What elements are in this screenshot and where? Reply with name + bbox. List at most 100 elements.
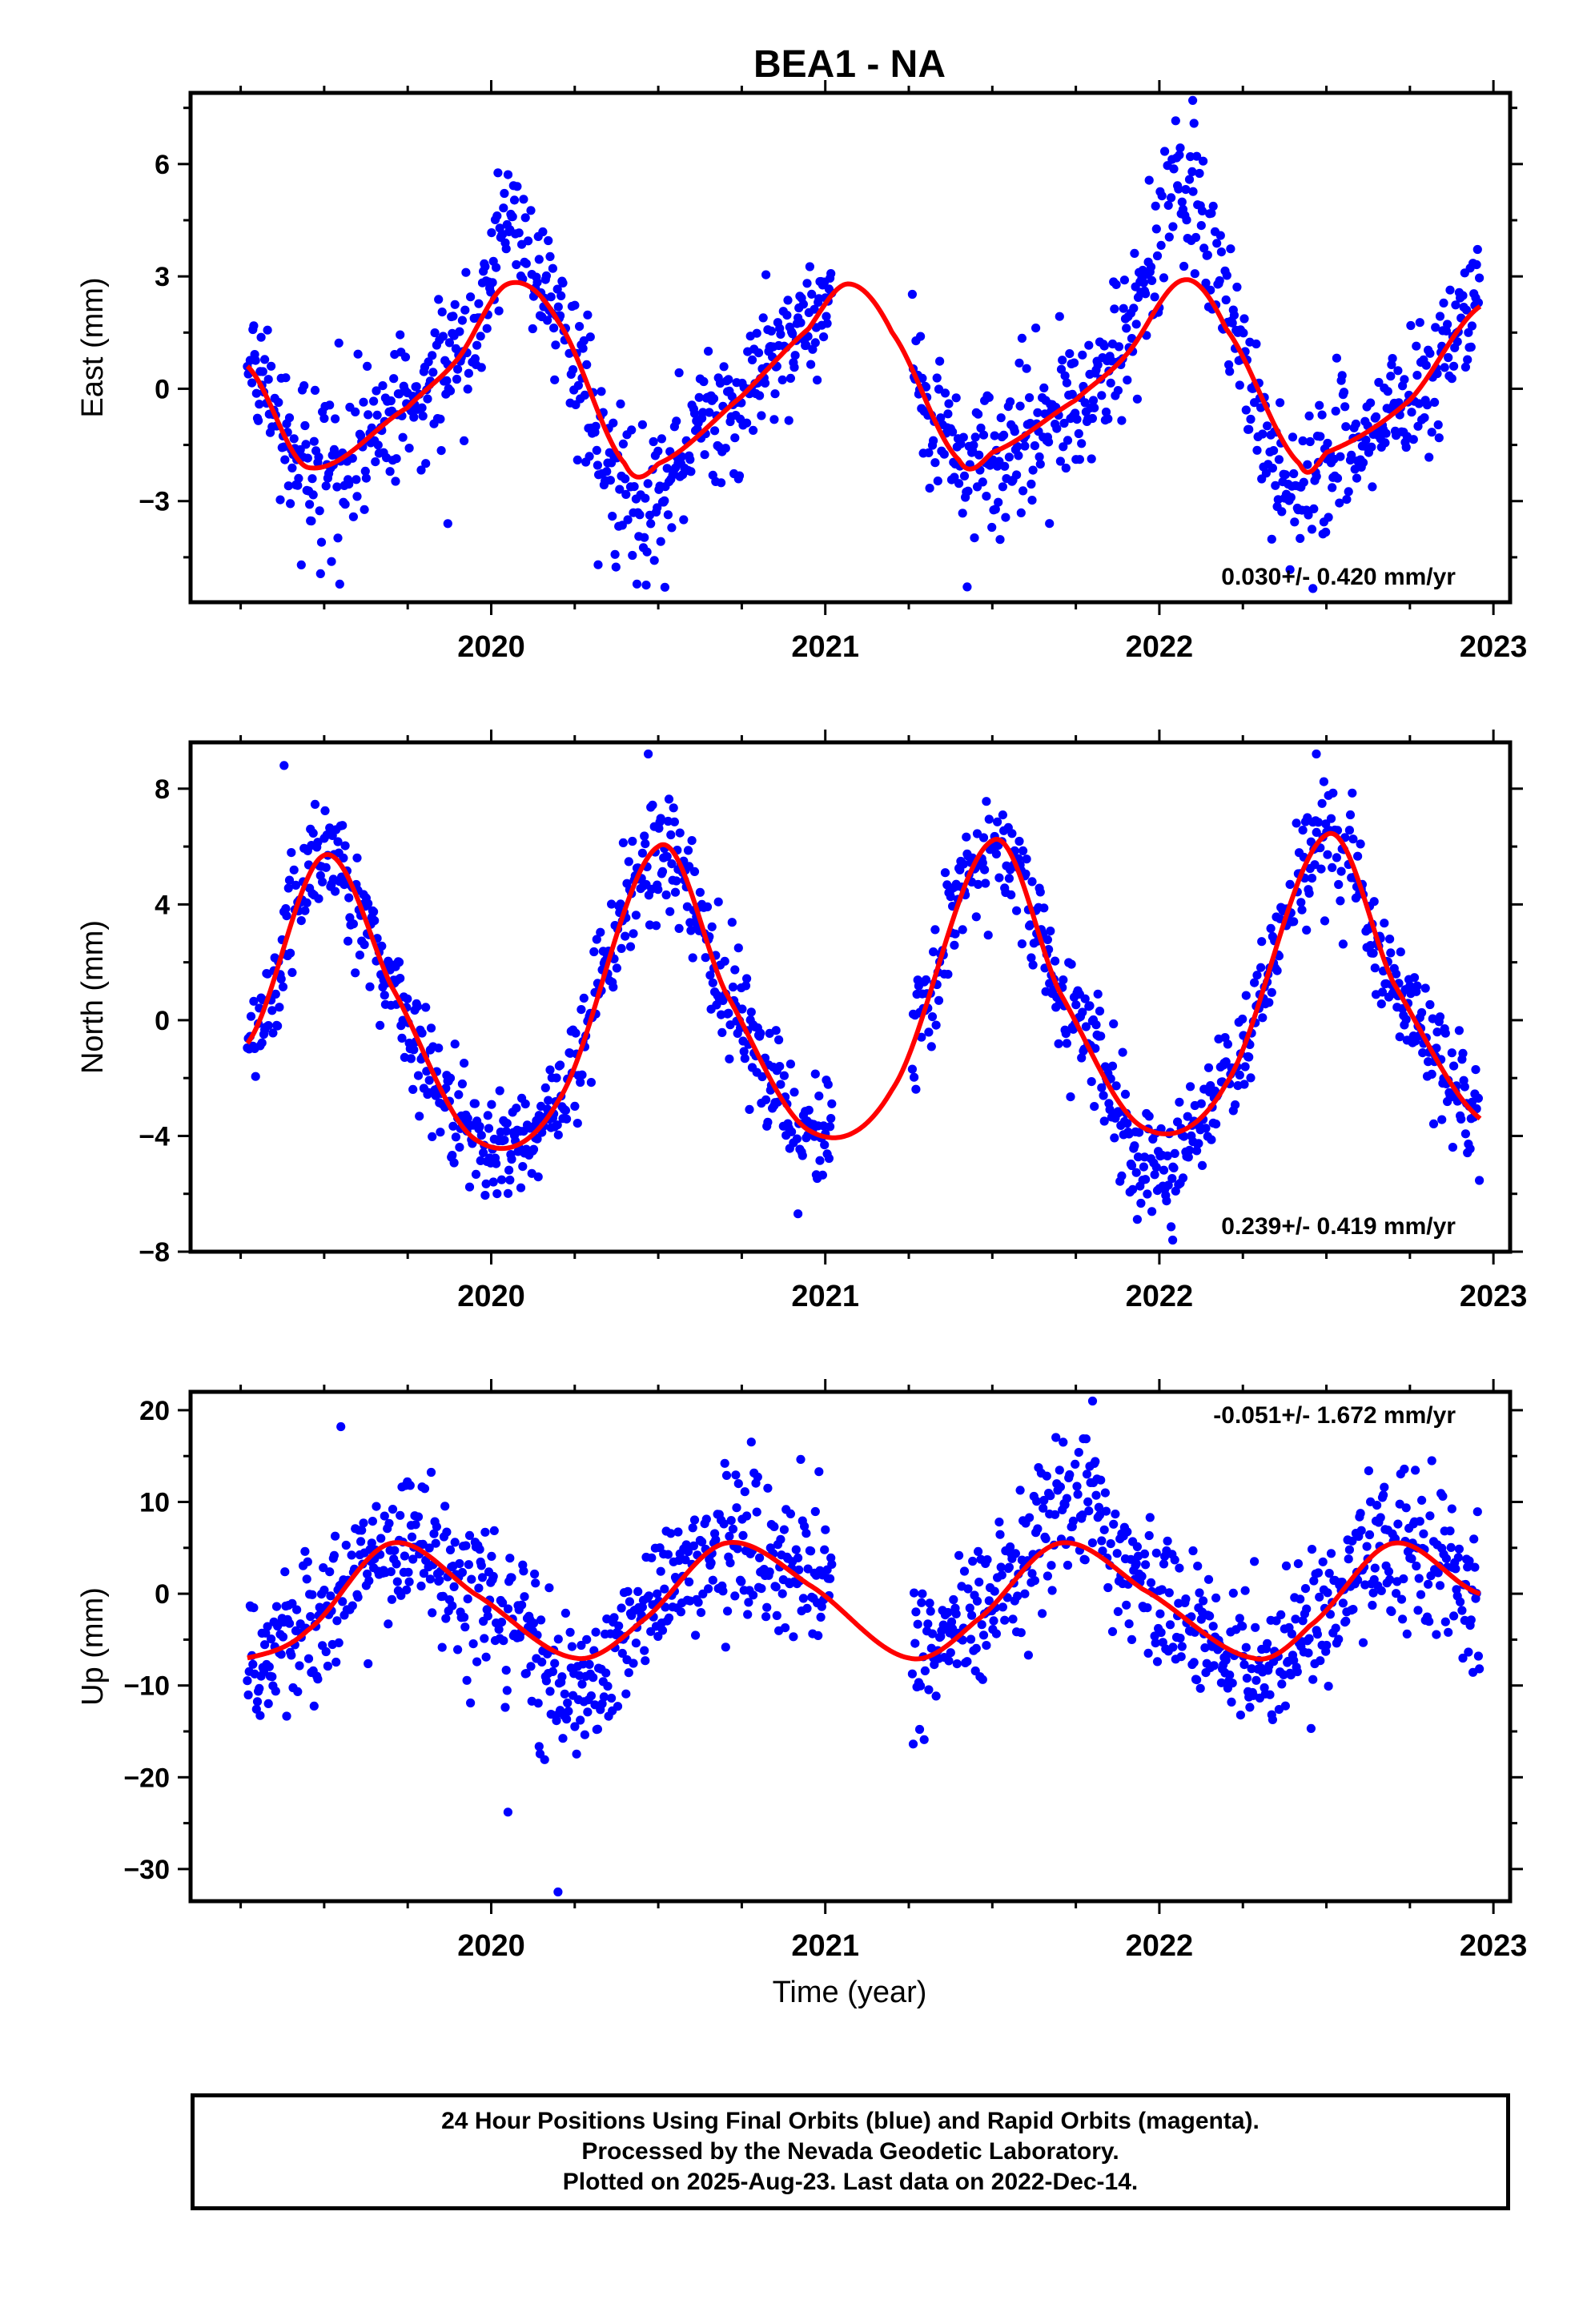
- data-point: [421, 459, 431, 468]
- data-point: [1412, 341, 1421, 351]
- data-point: [495, 1086, 504, 1096]
- data-point: [1264, 998, 1274, 1007]
- data-point: [1195, 168, 1204, 179]
- data-point: [1420, 413, 1429, 423]
- data-point: [943, 1607, 953, 1618]
- data-point: [263, 375, 273, 384]
- data-point: [1473, 1093, 1483, 1103]
- data-point: [907, 1064, 917, 1074]
- data-point: [1171, 116, 1180, 126]
- data-point: [724, 375, 733, 384]
- data-point: [1155, 1609, 1165, 1618]
- data-point: [993, 817, 1002, 826]
- data-point: [1052, 424, 1062, 433]
- data-point: [930, 458, 940, 468]
- data-point: [496, 1618, 507, 1627]
- data-point: [623, 515, 633, 525]
- data-point: [1372, 1501, 1382, 1510]
- north-ylabel: North (mm): [76, 920, 110, 1074]
- data-point: [508, 212, 517, 222]
- data-point: [1177, 1642, 1187, 1651]
- data-point: [512, 182, 522, 191]
- data-point: [1395, 1032, 1404, 1042]
- data-point: [1452, 337, 1462, 347]
- data-point: [1157, 1585, 1167, 1594]
- data-point: [1472, 1507, 1482, 1517]
- data-point: [428, 368, 438, 377]
- data-point: [1221, 1057, 1231, 1067]
- data-point: [352, 492, 362, 501]
- data-point: [461, 267, 471, 277]
- data-point: [302, 1574, 311, 1584]
- data-point: [974, 1546, 983, 1556]
- data-point: [962, 582, 972, 592]
- data-point: [580, 390, 590, 400]
- data-point: [1143, 1648, 1153, 1658]
- data-point: [958, 432, 968, 442]
- data-point: [1224, 360, 1234, 370]
- data-point: [1207, 208, 1216, 218]
- data-point: [417, 1028, 427, 1038]
- data-point: [1156, 1627, 1166, 1638]
- data-point: [737, 1577, 746, 1586]
- data-point: [1023, 1651, 1033, 1660]
- data-point: [475, 1545, 484, 1554]
- data-point: [585, 332, 595, 342]
- data-point: [1297, 905, 1307, 915]
- data-point: [978, 1675, 987, 1684]
- data-point: [718, 1586, 728, 1596]
- data-point: [1463, 355, 1472, 364]
- data-point: [1435, 1581, 1445, 1590]
- data-point: [707, 922, 717, 931]
- data-point: [644, 1591, 654, 1601]
- data-point: [617, 521, 627, 530]
- data-point: [492, 1159, 501, 1168]
- data-point: [1113, 1606, 1123, 1616]
- data-point: [1376, 999, 1386, 1009]
- data-point: [553, 1130, 563, 1140]
- data-point: [657, 434, 667, 444]
- data-point: [689, 1541, 699, 1550]
- data-point: [804, 1105, 814, 1115]
- data-point: [392, 454, 401, 464]
- data-point: [646, 519, 656, 529]
- footer-line-1: 24 Hour Positions Using Final Orbits (bl…: [441, 2108, 1260, 2134]
- data-point: [689, 1515, 700, 1525]
- data-point: [725, 1054, 734, 1063]
- data-point: [1027, 479, 1036, 489]
- y-tick-label: 4: [155, 890, 170, 920]
- data-point: [267, 1634, 276, 1644]
- data-point: [1055, 1482, 1065, 1492]
- data-point: [403, 994, 412, 1003]
- data-point: [396, 1510, 405, 1520]
- data-point: [396, 974, 405, 983]
- data-point: [637, 613, 646, 622]
- data-point: [1464, 1647, 1473, 1657]
- data-point: [1353, 851, 1363, 861]
- data-point: [1078, 350, 1087, 360]
- data-point: [428, 1608, 437, 1618]
- data-point: [1268, 1715, 1277, 1724]
- data-point: [708, 1575, 717, 1585]
- data-point: [1123, 1527, 1132, 1537]
- data-point: [1446, 1542, 1456, 1552]
- data-point: [1432, 1630, 1441, 1639]
- data-point: [413, 1071, 424, 1080]
- data-point: [1091, 1020, 1101, 1030]
- data-point: [789, 363, 799, 372]
- data-point: [1146, 1578, 1156, 1587]
- data-point: [1199, 1596, 1208, 1606]
- data-point: [1191, 232, 1201, 243]
- data-point: [629, 929, 638, 939]
- data-point: [1179, 261, 1189, 271]
- data-point: [958, 925, 967, 935]
- data-point: [971, 1643, 981, 1653]
- data-point: [1328, 862, 1337, 872]
- data-point: [464, 1182, 475, 1192]
- data-point: [1267, 534, 1276, 544]
- data-point: [1147, 1207, 1157, 1216]
- data-point: [267, 361, 276, 371]
- data-point: [1068, 1516, 1078, 1526]
- data-point: [520, 213, 530, 223]
- data-point: [1051, 1510, 1060, 1519]
